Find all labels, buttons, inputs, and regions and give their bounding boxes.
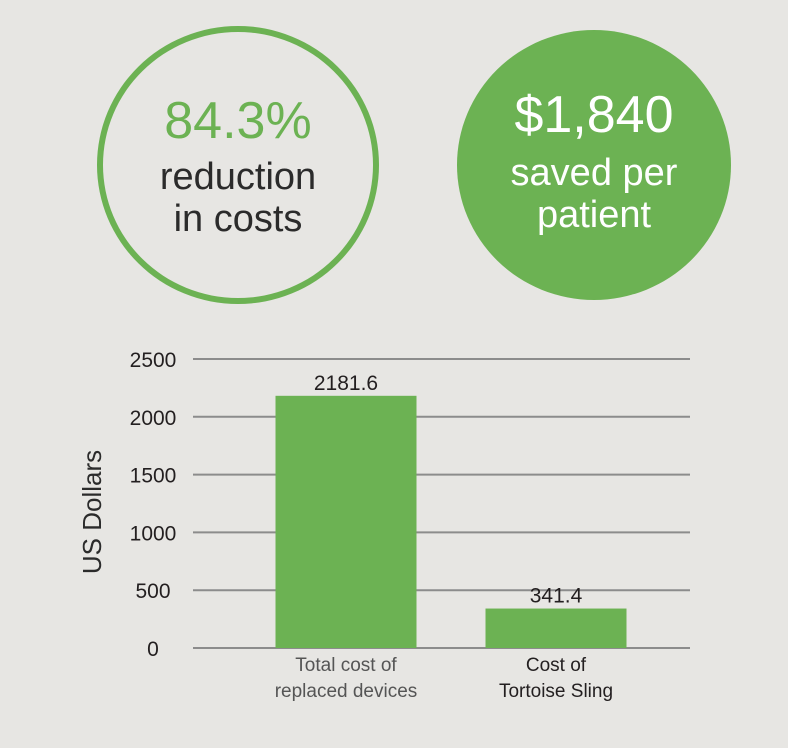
y-tick-label: 2500	[130, 349, 177, 372]
bars	[275, 395, 627, 648]
reduction-label-line1: reduction	[159, 156, 317, 198]
grid-lines	[193, 358, 690, 649]
y-tick-label: 1000	[130, 522, 177, 545]
x-category-label: replaced devices	[275, 681, 418, 702]
reduction-stat-circle: 84.3% reduction in costs	[97, 26, 379, 304]
reduction-percent: 84.3%	[164, 92, 312, 150]
y-tick-labels: 0 500 1000 1500 2000 2500	[130, 349, 177, 661]
y-tick-label: 2000	[130, 407, 177, 430]
x-category-label: Tortoise Sling	[499, 681, 613, 702]
savings-label-line1: saved per	[510, 152, 678, 194]
bar	[485, 608, 627, 648]
bar	[275, 395, 417, 648]
x-category-label: Cost of	[526, 655, 587, 676]
data-label: 341.4	[530, 585, 583, 608]
savings-label-line2: patient	[536, 194, 652, 236]
y-tick-label: 1500	[130, 465, 177, 488]
y-tick-label: 500	[135, 580, 170, 603]
data-label: 2181.6	[314, 372, 378, 395]
savings-stat-circle: $1,840 saved per patient	[457, 30, 731, 300]
y-tick-label: 0	[147, 638, 159, 661]
savings-amount: $1,840	[514, 86, 674, 144]
x-category-label: Total cost of	[295, 655, 397, 676]
reduction-label-line2: in costs	[173, 198, 303, 240]
y-axis-label: US Dollars	[77, 450, 107, 574]
category-labels: Total cost of replaced devices Cost of Tort…	[275, 655, 613, 702]
value-labels: 2181.6 341.4	[314, 372, 583, 608]
